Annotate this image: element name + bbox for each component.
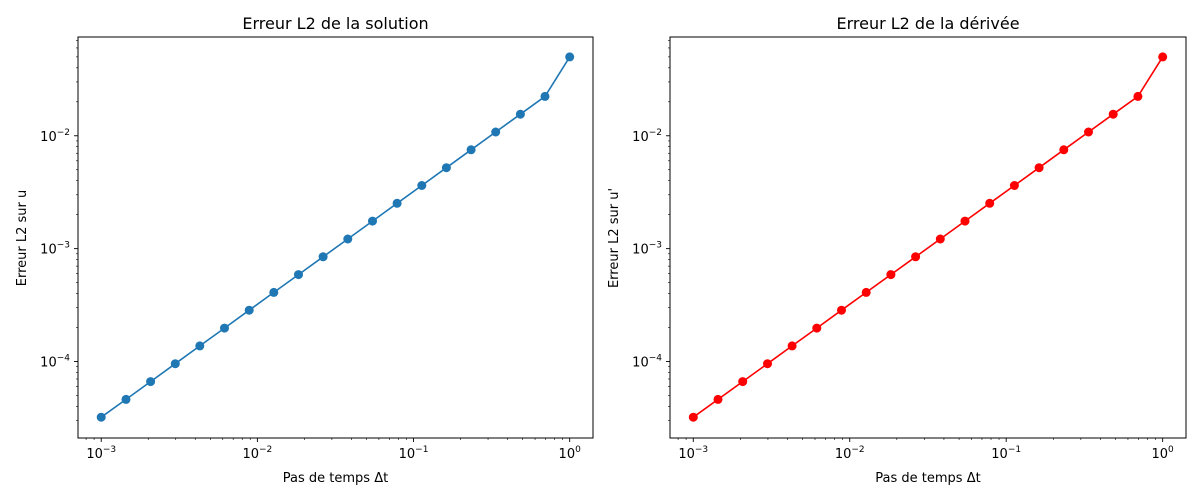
data-point: [515, 109, 525, 119]
data-point: [491, 127, 501, 137]
x-axis-label: Pas de temps Δt: [283, 471, 388, 486]
plot-area: 10−3 10−2 10−1 100 10−4 10−3 10−2: [632, 36, 1187, 462]
data-point: [713, 394, 723, 404]
series-line: [692, 56, 1164, 418]
data-point: [1108, 109, 1118, 119]
subplot-solution-error: Erreur L2 de la solution Pas de temps Δt…: [15, 14, 594, 486]
data-point: [960, 216, 970, 226]
data-point: [812, 323, 822, 333]
data-point: [220, 323, 229, 333]
subplot-derivative-error: Erreur L2 de la dérivée Pas de temps Δt …: [607, 14, 1187, 486]
data-point: [121, 394, 131, 404]
plot-area: 10−3 10−2 10−1 100 10−4 10−3 10−2: [40, 36, 594, 462]
data-point: [985, 198, 995, 208]
data-point: [1009, 181, 1019, 190]
data-point: [269, 287, 279, 297]
x-tick-label: 100: [1152, 445, 1175, 462]
data-point: [787, 341, 797, 351]
data-point: [318, 252, 328, 262]
data-point: [392, 198, 402, 208]
data-point: [1133, 91, 1143, 101]
series-line: [100, 56, 571, 418]
data-point: [1158, 52, 1168, 62]
data-point: [417, 181, 427, 190]
x-tick-label: 10−1: [399, 445, 429, 462]
data-point: [763, 359, 772, 369]
x-tick-label: 10−2: [242, 445, 272, 462]
data-point: [935, 234, 945, 244]
x-tick-label: 10−3: [86, 445, 116, 462]
data-point: [1034, 163, 1044, 173]
x-tick-label: 10−3: [678, 445, 708, 462]
data-point: [837, 305, 846, 315]
axes-frame: [77, 36, 594, 439]
y-tick-label: 10−3: [632, 241, 662, 258]
data-point: [861, 287, 871, 297]
data-point: [294, 270, 303, 280]
data-point: [368, 216, 377, 226]
data-point: [170, 359, 180, 369]
data-point: [146, 377, 156, 387]
data-point: [540, 91, 550, 101]
y-axis-label: Erreur L2 sur u': [607, 188, 622, 288]
y-tick-label: 10−4: [40, 354, 70, 371]
data-point: [343, 234, 353, 244]
x-tick-label: 10−1: [991, 445, 1021, 462]
data-point: [244, 305, 254, 315]
data-point: [911, 252, 921, 262]
x-tick-label: 10−2: [835, 445, 865, 462]
data-point: [1059, 145, 1069, 155]
y-tick-label: 10−2: [40, 128, 70, 145]
axes-frame: [669, 36, 1187, 439]
chart-title: Erreur L2 de la dérivée: [836, 14, 1019, 33]
data-point: [565, 52, 575, 62]
data-point: [96, 412, 106, 422]
data-point: [195, 341, 205, 351]
data-point: [688, 412, 698, 422]
y-axis-label: Erreur L2 sur u: [15, 190, 30, 286]
data-point: [466, 145, 476, 155]
x-axis-label: Pas de temps Δt: [875, 471, 980, 486]
data-point: [1084, 127, 1093, 137]
data-point: [738, 377, 748, 387]
chart-title: Erreur L2 de la solution: [242, 14, 428, 33]
y-tick-label: 10−3: [40, 241, 70, 258]
x-tick-label: 100: [559, 445, 582, 462]
data-point: [886, 270, 896, 280]
data-point: [441, 163, 451, 173]
y-tick-label: 10−2: [632, 128, 662, 145]
y-tick-label: 10−4: [632, 354, 662, 371]
